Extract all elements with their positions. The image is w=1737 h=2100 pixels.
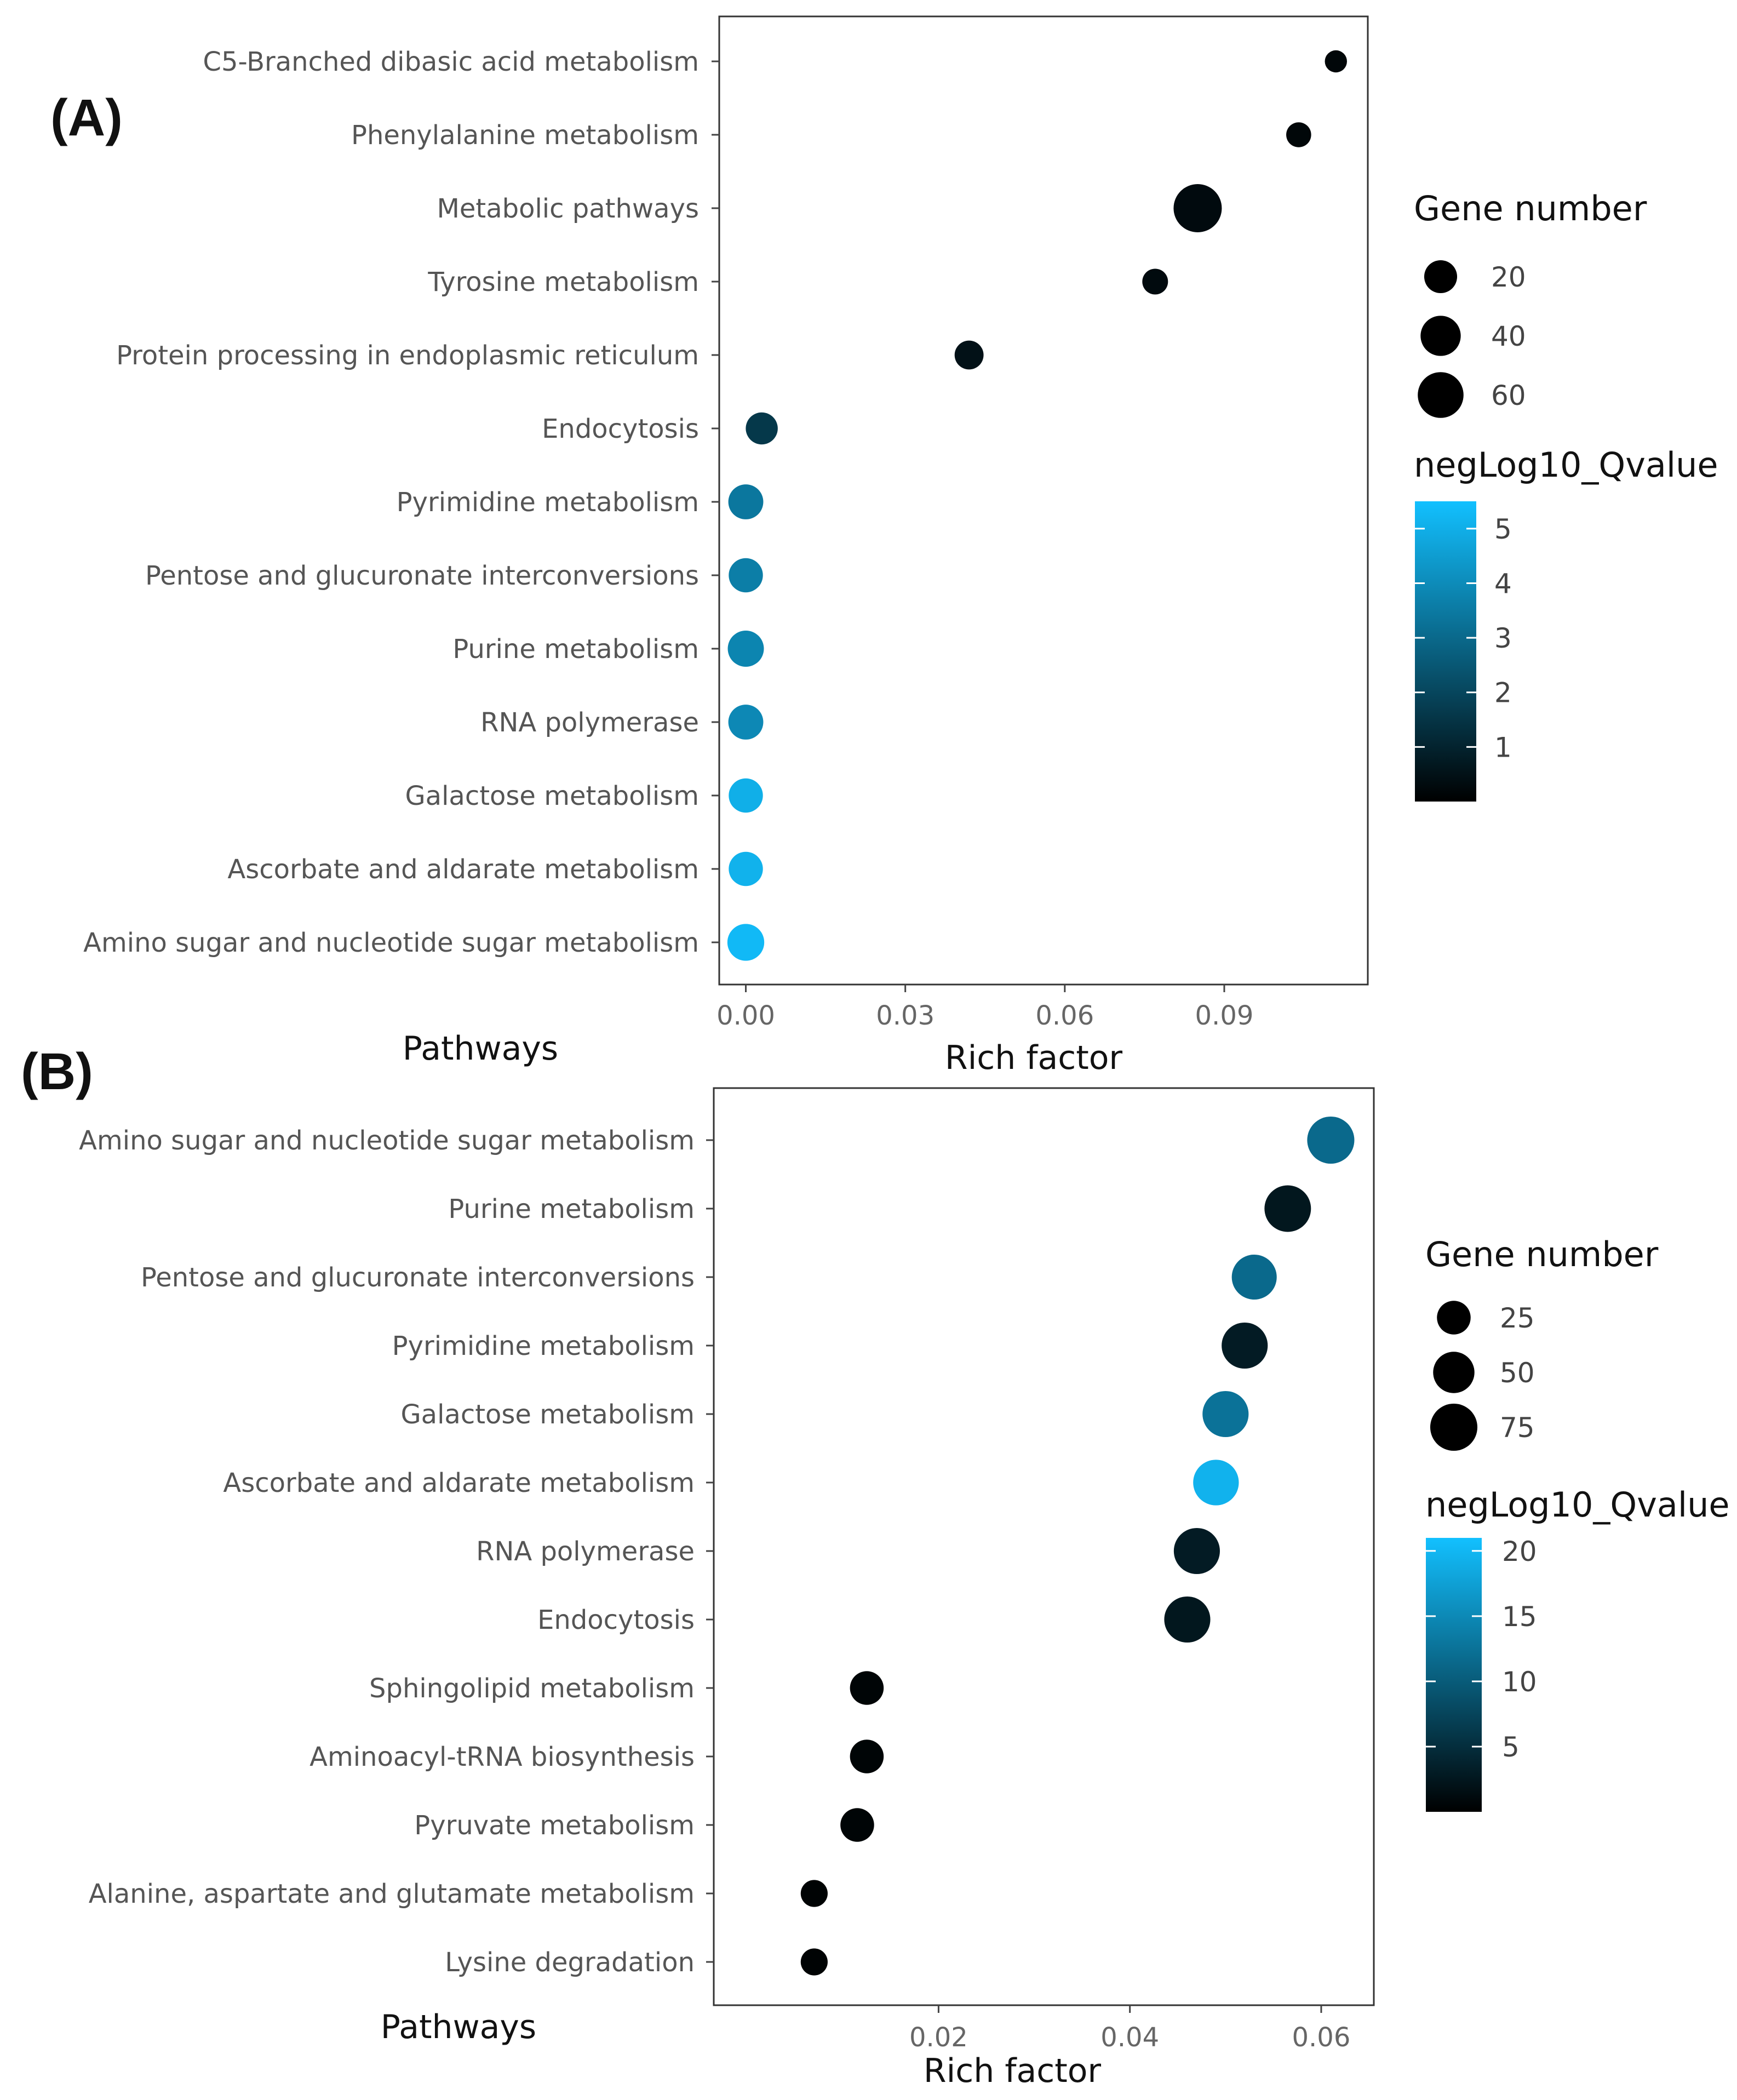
panel-a-y-label-rna-polymerase: RNA polymerase <box>480 707 699 738</box>
panel-a-y-label-phenylalanine-metabolism: Phenylalanine metabolism <box>351 120 699 151</box>
panel-a-size-legend-title: Gene number <box>1414 188 1647 228</box>
panel-b-point-pyrimidine-metabolism <box>1222 1322 1268 1369</box>
panel-b-colorbar-tick-label: 15 <box>1502 1601 1537 1633</box>
panel-b-y-label-alanine-aspartate-and-glutamate-metabolism: Alanine, aspartate and glutamate metabol… <box>89 1879 695 1909</box>
panel-b-size-legend-label: 50 <box>1500 1357 1535 1389</box>
panel-b-y-label-ascorbate-and-aldarate-metabolism: Ascorbate and aldarate metabolism <box>223 1468 695 1498</box>
panel-a-x-tick-label: 0.06 <box>1035 1000 1094 1031</box>
panel-b-point-sphingolipid-metabolism <box>850 1671 884 1705</box>
panel-a-point-tyrosine-metabolism <box>1142 268 1168 295</box>
panel-b-y-label-pentose-and-glucuronate-interconversions: Pentose and glucuronate interconversions <box>141 1262 695 1293</box>
panel-a-x-tick-label: 0.00 <box>716 1000 775 1031</box>
panel-a-y-label-ascorbate-and-aldarate-metabolism: Ascorbate and aldarate metabolism <box>227 854 699 885</box>
panel-b-label: (B) <box>21 1043 93 1101</box>
panel-b-point-pyruvate-metabolism <box>840 1808 874 1842</box>
panel-a-point-pentose-and-glucuronate-interconversions <box>729 558 763 593</box>
panel-a-color-legend-title: negLog10_Qvalue <box>1414 445 1718 485</box>
panel-a-point-purine-metabolism <box>727 631 764 667</box>
panel-a-point-galactose-metabolism <box>729 778 763 813</box>
panel-b-color-legend-title: negLog10_Qvalue <box>1425 1485 1730 1525</box>
panel-b-x-tick-label: 0.02 <box>909 2022 968 2053</box>
panel-a-size-legend-label: 60 <box>1491 380 1526 411</box>
panel-a-y-label-c5-branched-dibasic-acid-metabolism: C5-Branched dibasic acid metabolism <box>203 47 699 77</box>
panel-b-point-endocytosis <box>1164 1596 1211 1643</box>
panel-b-y-label-pyruvate-metabolism: Pyruvate metabolism <box>414 1810 695 1841</box>
panel-b-size-legend-label: 75 <box>1500 1412 1535 1444</box>
panel-a-y-label-purine-metabolism: Purine metabolism <box>452 634 699 665</box>
panel-b-point-aminoacyl-trna-biosynthesis <box>850 1739 884 1773</box>
panel-a-y-label-pyrimidine-metabolism: Pyrimidine metabolism <box>397 487 699 518</box>
panel-b-point-pentose-and-glucuronate-interconversions <box>1231 1254 1277 1300</box>
panel-b-y-axis-title: Pathways <box>381 2008 536 2046</box>
panel-a-point-pyrimidine-metabolism <box>728 484 764 519</box>
panel-b-colorbar-tick-label: 5 <box>1502 1731 1520 1763</box>
panel-b-point-lysine-degradation <box>800 1948 828 1976</box>
panel-a-point-phenylalanine-metabolism <box>1286 122 1311 147</box>
panel-b-colorbar <box>1426 1538 1482 1812</box>
panel-a-x-axis-title: Rich factor <box>945 1039 1123 1077</box>
panel-b-point-alanine-aspartate-and-glutamate-metabolism <box>800 1880 828 1907</box>
panel-a-y-label-tyrosine-metabolism: Tyrosine metabolism <box>427 267 699 297</box>
panel-a-y-label-pentose-and-glucuronate-interconversions: Pentose and glucuronate interconversions <box>145 560 699 591</box>
panel-a-y-label-metabolic-pathways: Metabolic pathways <box>437 193 699 224</box>
panel-b-y-label-pyrimidine-metabolism: Pyrimidine metabolism <box>392 1331 695 1361</box>
panel-a-x-tick-label: 0.09 <box>1195 1000 1254 1031</box>
panel-b-plot-frame <box>713 1087 1375 2006</box>
panel-a-colorbar-tick-label: 4 <box>1494 568 1512 599</box>
panel-a-size-legend-dot <box>1418 372 1464 418</box>
panel-a-point-c5-branched-dibasic-acid-metabolism <box>1325 50 1347 73</box>
panel-a-colorbar-tick-label: 5 <box>1494 513 1512 545</box>
panel-b-y-label-aminoacyl-trna-biosynthesis: Aminoacyl-tRNA biosynthesis <box>309 1742 695 1772</box>
panel-a: (A) C5-Branched dibasic acid metabolism Ph… <box>50 15 1718 1077</box>
panel-a-point-metabolic-pathways <box>1173 184 1222 232</box>
panel-b-legend: Gene number 25 50 75 negLog10_Qvalue 20 15 10 5 <box>1425 1234 1730 1812</box>
panel-b-colorbar-tick-label: 20 <box>1502 1536 1537 1567</box>
panel-b-size-legend-dot <box>1430 1403 1478 1451</box>
panel-b-size-legend-dot <box>1437 1301 1471 1335</box>
panel-b-point-amino-sugar-and-nucleotide-sugar-metabolism <box>1307 1116 1355 1164</box>
panel-b: (B) Amino sugar and nucleotide sugar meta… <box>21 1043 1730 2090</box>
panel-b-point-rna-polymerase <box>1173 1527 1220 1575</box>
panel-b-point-galactose-metabolism <box>1202 1391 1249 1438</box>
panel-b-y-label-endocytosis: Endocytosis <box>537 1605 695 1635</box>
panel-b-y-label-purine-metabolism: Purine metabolism <box>448 1194 695 1224</box>
panel-a-y-label-galactose-metabolism: Galactose metabolism <box>405 781 699 811</box>
panel-b-size-legend-title: Gene number <box>1425 1234 1659 1274</box>
panel-a-y-axis-title: Pathways <box>403 1029 558 1068</box>
panel-a-y-label-protein-processing-in-endoplasmic-reticulum: Protein processing in endoplasmic reticu… <box>116 340 699 371</box>
panel-a-colorbar-tick-label: 3 <box>1494 622 1512 654</box>
panel-b-colorbar-tick-label: 10 <box>1502 1666 1537 1698</box>
panel-b-size-legend-label: 25 <box>1500 1302 1535 1334</box>
panel-a-size-legend-label: 20 <box>1491 261 1526 293</box>
panel-a-y-label-amino-sugar-and-nucleotide-sugar-metabolism: Amino sugar and nucleotide sugar metabol… <box>83 928 699 958</box>
panel-a-point-protein-processing-in-endoplasmic-reticulum <box>954 340 984 370</box>
panel-a-colorbar <box>1415 501 1476 802</box>
panel-a-point-rna-polymerase <box>728 705 764 740</box>
panel-b-x-tick-label: 0.06 <box>1292 2022 1351 2053</box>
panel-a-point-ascorbate-and-aldarate-metabolism <box>729 851 763 886</box>
panel-a-size-legend-dot <box>1420 316 1461 356</box>
panel-b-point-purine-metabolism <box>1264 1185 1311 1232</box>
panel-a-point-amino-sugar-and-nucleotide-sugar-metabolism <box>727 924 765 961</box>
panel-a-y-label-endocytosis: Endocytosis <box>542 414 699 444</box>
panel-a-plot-frame <box>718 15 1369 986</box>
panel-a-size-legend-label: 40 <box>1491 321 1526 352</box>
panel-a-x-tick-label: 0.03 <box>876 1000 935 1031</box>
panel-b-point-ascorbate-and-aldarate-metabolism <box>1193 1460 1239 1506</box>
panel-b-x-tick-label: 0.04 <box>1100 2022 1159 2053</box>
panel-b-y-label-amino-sugar-and-nucleotide-sugar-metabolism: Amino sugar and nucleotide sugar metabol… <box>79 1125 695 1156</box>
panel-a-colorbar-tick-label: 1 <box>1494 731 1512 763</box>
panel-b-y-label-sphingolipid-metabolism: Sphingolipid metabolism <box>369 1673 695 1704</box>
panel-a-label: (A) <box>50 89 123 147</box>
panel-a-point-endocytosis <box>746 412 778 445</box>
panel-a-colorbar-tick-label: 2 <box>1494 677 1512 709</box>
panel-b-y-label-lysine-degradation: Lysine degradation <box>445 1947 695 1978</box>
panel-b-y-label-rna-polymerase: RNA polymerase <box>476 1536 695 1567</box>
panel-b-size-legend-dot <box>1433 1352 1475 1393</box>
panel-a-size-legend-dot <box>1424 260 1458 294</box>
panel-b-x-axis-title: Rich factor <box>924 2052 1102 2090</box>
panel-a-legend: Gene number 20 40 60 negLog10_Qvalue 5 4 3 2 1 <box>1414 188 1718 802</box>
panel-b-y-label-galactose-metabolism: Galactose metabolism <box>400 1399 695 1430</box>
